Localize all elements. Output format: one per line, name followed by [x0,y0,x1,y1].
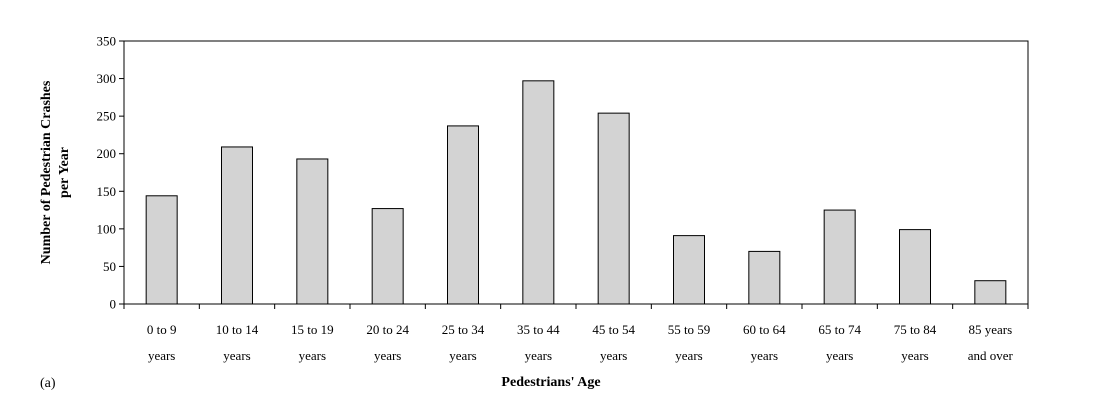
y-tick-label: 250 [97,109,117,124]
bar [522,80,555,305]
y-tick-label: 200 [97,146,117,161]
y-tick-label: 50 [103,259,116,274]
x-tick-label: 75 to 84 years [894,322,937,363]
x-tick-label: 65 to 74 years [818,322,861,363]
bar [748,250,781,305]
y-tick-label: 0 [110,297,117,312]
bar [899,229,931,305]
y-tick-label: 100 [97,221,117,236]
y-tick-label: 350 [97,34,117,49]
bar [145,195,178,305]
x-tick-label: 60 to 64 years [743,322,786,363]
y-tick-label: 300 [97,71,117,86]
plot-border [123,40,1029,305]
bar [823,209,856,305]
y-tick-label: 150 [97,184,117,199]
x-tick-label: 45 to 54 years [592,322,635,363]
bars [145,80,1007,305]
bar [296,158,329,305]
x-tick-label: 25 to 34 years [442,322,485,363]
bar [447,125,479,305]
y-axis: 0 50 100 150 200 250 300 350 [97,34,124,312]
x-tick-label: 10 to 14 years [216,322,259,363]
bar [597,112,630,305]
x-tick-label: 85 years and over [968,322,1014,363]
bar [974,280,1007,305]
x-tick-label: 0 to 9 years [147,322,177,363]
x-tick-label: 15 to 19 years [291,322,334,363]
plot-area [123,40,1029,305]
bar [371,208,404,305]
x-axis: 0 to 9 years 10 to 14 years 15 to 19 years 20 … [123,304,1029,363]
bar [221,146,253,305]
panel-label: (a) [40,376,56,391]
x-axis-title: Pedestrians' Age [501,375,600,390]
x-tick-label: 20 to 24 years [366,322,409,363]
x-tick-label: 35 to 44 years [517,322,560,363]
bar [673,235,705,305]
y-axis-title: Number of Pedestrian Crashes per Year [39,80,72,264]
x-tick-label: 55 to 59 years [668,322,711,363]
